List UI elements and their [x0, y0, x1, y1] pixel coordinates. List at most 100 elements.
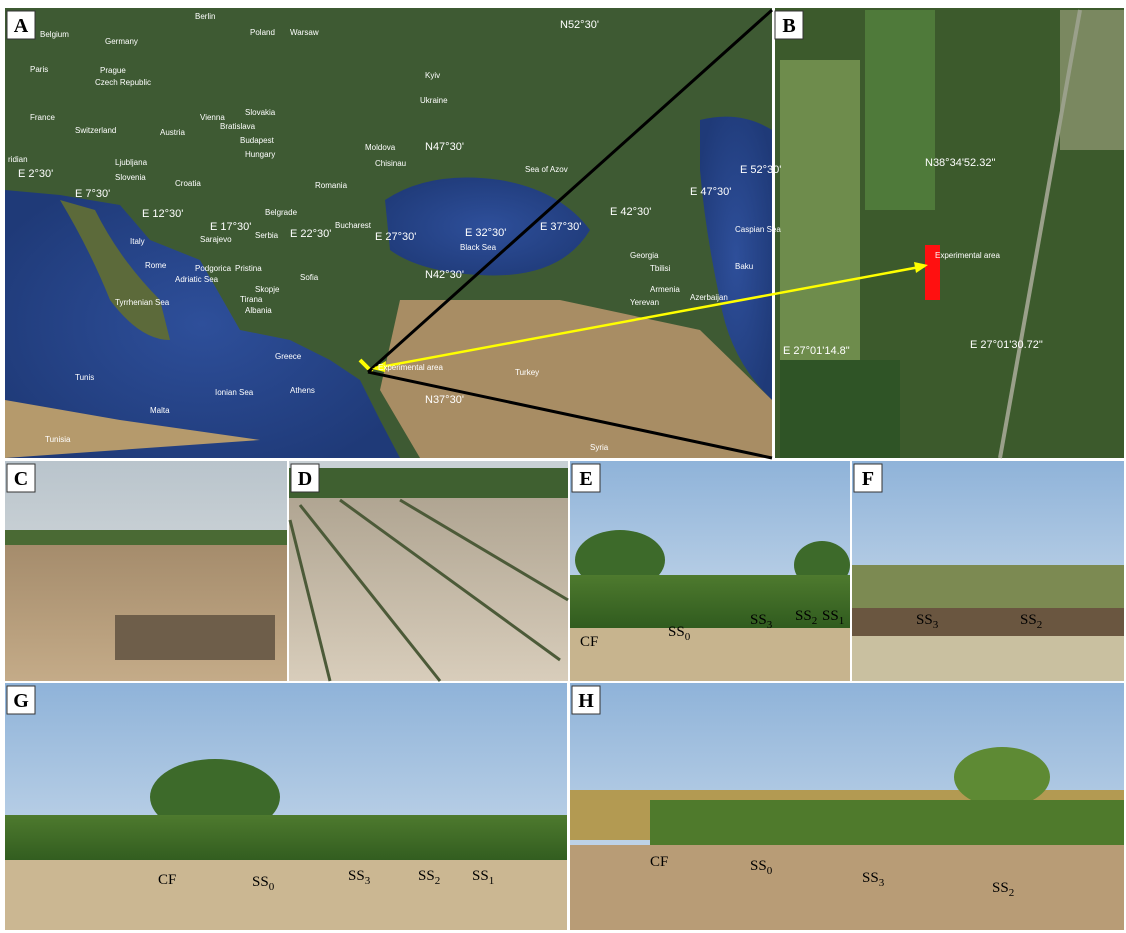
place-label: Rome — [145, 261, 167, 270]
plot-label-name: SS — [992, 880, 1009, 896]
plot-label-subscript: 1 — [489, 875, 495, 887]
place-label: Austria — [160, 128, 185, 137]
figure: N52°30'N47°30'N42°30'N37°30'E 2°30'E 7°3… — [0, 0, 1126, 933]
plot-label-subscript: 3 — [933, 619, 939, 631]
place-label: ridian — [8, 155, 28, 164]
plot-label-subscript: 0 — [767, 865, 773, 877]
place-label: Malta — [150, 406, 170, 415]
plot-label-subscript: 2 — [435, 875, 441, 887]
plot-label-name: SS — [750, 858, 767, 874]
field — [780, 60, 860, 360]
panel-letter: C — [14, 468, 28, 490]
plot-label-name: SS — [348, 868, 365, 884]
coordinate-label: N47°30' — [425, 141, 464, 153]
dark-patch — [115, 615, 275, 660]
place-label: Pristina — [235, 264, 262, 273]
plot-label-subscript: 2 — [812, 615, 818, 627]
plot-label-subscript: 0 — [685, 631, 691, 643]
place-label: Budapest — [240, 136, 275, 145]
panel-letter: H — [578, 690, 594, 712]
plot-label-name: SS — [862, 870, 879, 886]
plot-label-name: CF — [580, 634, 598, 650]
place-label: Tbilisi — [650, 264, 671, 273]
trees — [289, 468, 568, 500]
place-label: Warsaw — [290, 28, 319, 37]
place-label: Ionian Sea — [215, 388, 254, 397]
soil — [852, 608, 1124, 638]
place-label: Turkey — [515, 368, 539, 377]
coordinate-label: E 17°30' — [210, 221, 251, 233]
plot-label: CF — [158, 872, 176, 888]
place-label: Berlin — [195, 12, 215, 21]
plot-label-name: SS — [472, 868, 489, 884]
coordinate-label: E 37°30' — [540, 221, 581, 233]
place-label: Czech Republic — [95, 78, 151, 87]
coordinate-label: N42°30' — [425, 269, 464, 281]
latitude-label: N38°34'52.32" — [925, 157, 995, 169]
place-label: Belgrade — [265, 208, 298, 217]
plot-label-subscript: 2 — [1009, 887, 1015, 899]
place-label: Sofia — [300, 273, 319, 282]
plot-label: CF — [580, 634, 598, 650]
panel-letter: B — [782, 15, 795, 37]
field — [1060, 10, 1124, 150]
place-label: Sarajevo — [200, 235, 232, 244]
place-label: Athens — [290, 386, 315, 395]
photo-c — [5, 461, 287, 681]
place-label: Belgium — [40, 30, 69, 39]
place-label: Syria — [590, 443, 609, 452]
weeds — [852, 636, 1124, 681]
panel-letter: D — [298, 468, 312, 490]
place-label: Romania — [315, 181, 348, 190]
coordinate-label: N37°30' — [425, 394, 464, 406]
place-label: Adriatic Sea — [175, 275, 219, 284]
place-label: Sea of Azov — [525, 165, 568, 174]
place-label: Bucharest — [335, 221, 372, 230]
place-label: Azerbaijan — [690, 293, 728, 302]
plot-label-subscript: 2 — [1037, 619, 1043, 631]
place-label: Serbia — [255, 231, 279, 240]
place-label: Caspian Sea — [735, 225, 781, 234]
place-label: Tunis — [75, 373, 94, 382]
place-label: France — [30, 113, 55, 122]
plot-label-subscript: 1 — [839, 615, 845, 627]
place-label: Georgia — [630, 251, 659, 260]
panel-letter: F — [862, 468, 874, 490]
coordinate-label: E 22°30' — [290, 228, 331, 240]
page: Study area figure body { margin: 0; back… — [0, 0, 1126, 933]
place-label: Baku — [735, 262, 753, 271]
place-label: Italy — [130, 237, 145, 246]
plot-label-subscript: 3 — [365, 875, 371, 887]
field — [865, 10, 935, 210]
soil — [570, 628, 850, 681]
place-label: Croatia — [175, 179, 201, 188]
plot-label-subscript: 3 — [767, 619, 773, 631]
coordinate-label: N52°30' — [560, 19, 599, 31]
place-label: Tunisia — [45, 435, 71, 444]
longitude-label: E 27°01'14.8" — [783, 345, 850, 357]
photo-e — [570, 461, 850, 681]
plot-label-name: CF — [650, 854, 668, 870]
photo-g — [5, 683, 567, 930]
plot-label-name: SS — [750, 612, 767, 628]
plot-label-name: CF — [158, 872, 176, 888]
plot-label-name: SS — [252, 874, 269, 890]
soil — [5, 545, 287, 681]
place-label: Chisinau — [375, 159, 406, 168]
coordinate-label: E 7°30' — [75, 188, 110, 200]
place-label: Switzerland — [75, 126, 116, 135]
coordinate-label: E 27°30' — [375, 231, 416, 243]
crop — [852, 565, 1124, 610]
place-label: Slovakia — [245, 108, 276, 117]
plot-label-name: SS — [916, 612, 933, 628]
plot-label-name: SS — [418, 868, 435, 884]
place-label: Paris — [30, 65, 48, 74]
place-label: Skopje — [255, 285, 280, 294]
satellite-panel — [775, 8, 1124, 458]
place-label: Bratislava — [220, 122, 256, 131]
place-label: Greece — [275, 352, 302, 361]
place-label: Hungary — [245, 150, 275, 159]
place-label: Armenia — [650, 285, 680, 294]
plot-label-name: SS — [1020, 612, 1037, 628]
soil — [289, 498, 568, 681]
